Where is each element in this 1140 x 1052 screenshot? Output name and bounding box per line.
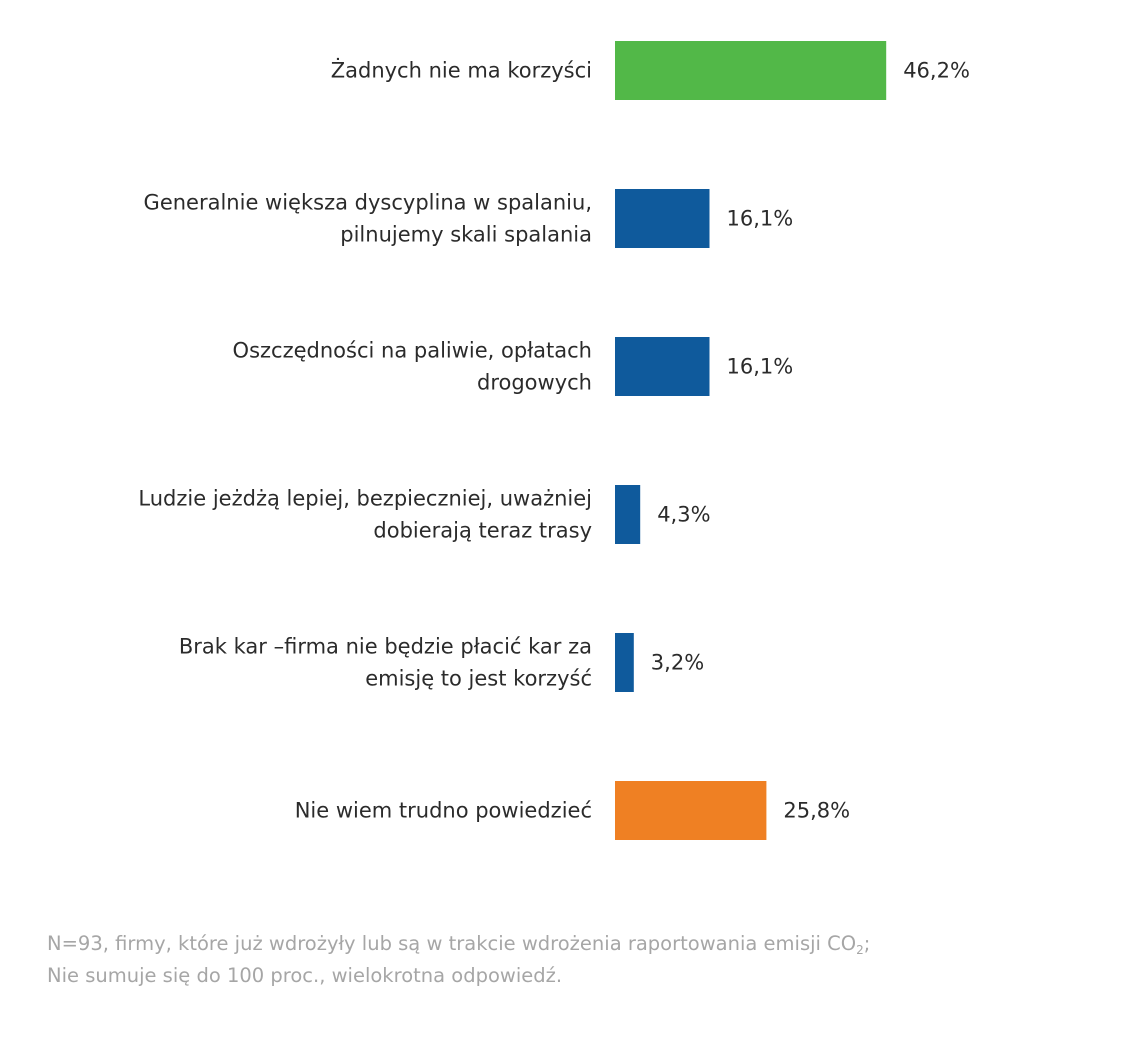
value-label-2: 16,1% [727,207,794,231]
bar-3 [615,337,710,396]
category-label-5-line-2: emisję to jest korzyść [365,667,592,691]
category-label-4-line-2: dobierają teraz trasy [373,519,592,543]
category-label-5-line-1: Brak kar –firma nie będzie płacić kar za [179,635,592,659]
category-label-1-line-1: Żadnych nie ma korzyści [331,58,592,83]
category-label-3-line-1: Oszczędności na paliwie, opłatach [233,339,592,363]
footnote-line-1-text: N=93, firmy, które już wdrożyły lub są w… [47,932,857,955]
value-label-4: 4,3% [657,503,710,527]
bar-4 [615,485,641,544]
bar-2 [615,189,710,248]
value-label-5: 3,2% [651,651,704,675]
value-label-6: 25,8% [783,799,850,823]
bar-6 [615,781,767,840]
footnote: N=93, firmy, które już wdrożyły lub są w… [47,928,1127,992]
bar-chart: 46,2% Żadnych nie ma korzyści 16,1% General… [138,41,970,840]
value-label-1: 46,2% [903,59,970,83]
bar-5 [615,633,634,692]
category-label-3-line-2: drogowych [477,371,592,395]
category-label-2-line-2: pilnujemy skali spalania [340,223,592,247]
footnote-subscript: 2 [856,943,864,957]
bar-1 [615,41,887,100]
category-label-2-line-1: Generalnie większa dyscyplina w spalaniu… [144,191,592,215]
category-label-6-line-1: Nie wiem trudno powiedzieć [295,799,592,823]
footnote-line-2: Nie sumuje się do 100 proc., wielokrotna… [47,964,563,987]
footnote-line-1-end: ; [863,932,871,955]
footnote-line-1: N=93, firmy, które już wdrożyły lub są w… [47,928,1127,960]
value-label-3: 16,1% [727,355,794,379]
category-label-4-line-1: Ludzie jeżdżą lepiej, bezpieczniej, uważ… [138,487,592,511]
